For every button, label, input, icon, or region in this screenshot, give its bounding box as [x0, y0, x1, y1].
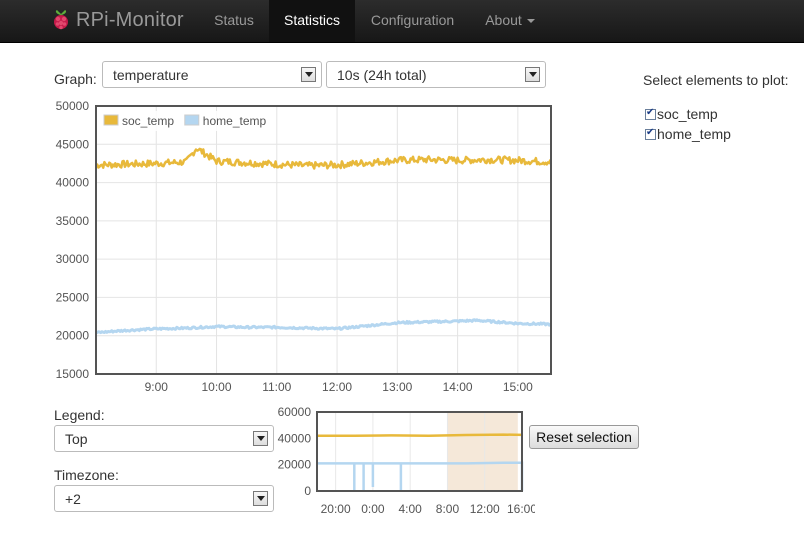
- overview-series-line-home-temp: [317, 461, 524, 491]
- overview-y-tick-label: 0: [304, 484, 311, 498]
- overview-x-tick-label: 16:00: [507, 502, 535, 516]
- nav-status-label: Status: [214, 12, 254, 28]
- nav-statistics[interactable]: Statistics: [269, 0, 355, 42]
- timezone-label: Timezone:: [54, 467, 119, 483]
- element-checkbox-row-home-temp[interactable]: home_temp: [645, 126, 731, 142]
- y-tick-label: 45000: [56, 137, 90, 151]
- y-tick-label: 35000: [56, 214, 90, 228]
- reset-selection-button[interactable]: Reset selection: [529, 425, 639, 449]
- overview-x-tick-label: 8:00: [436, 502, 460, 516]
- overview-x-tick-label: 12:00: [470, 502, 500, 516]
- x-tick-label: 15:00: [503, 380, 533, 394]
- legend-label: Legend:: [54, 407, 105, 423]
- plot-border: [95, 105, 552, 375]
- y-tick-label: 25000: [56, 290, 90, 304]
- plot-area: [96, 106, 551, 374]
- period-select-value: 10s (24h total): [337, 67, 427, 83]
- main-chart[interactable]: 15000 20000 25000 30000 35000 40000 45000 50000…: [0, 95, 570, 395]
- nav-about-label: About: [485, 12, 522, 28]
- period-select[interactable]: 10s (24h total): [326, 61, 546, 88]
- y-tick-label: 50000: [56, 99, 90, 113]
- overview-x-tick-label: 4:00: [399, 502, 423, 516]
- chevron-down-icon[interactable]: [301, 67, 316, 82]
- timezone-select[interactable]: +2: [54, 485, 274, 512]
- brand-name: RPi-Monitor: [76, 8, 184, 31]
- overview-y-tick-label: 60000: [278, 405, 312, 419]
- x-tick-label: 10:00: [202, 380, 232, 394]
- overview-y-tick-label: 20000: [278, 458, 312, 472]
- graph-label: Graph:: [54, 71, 97, 87]
- overview-x-tick-label: 20:00: [321, 502, 351, 516]
- legend-label-home-temp: home_temp: [203, 114, 267, 128]
- overview-y-tick-label: 40000: [278, 431, 312, 445]
- legend-select-value: Top: [65, 431, 88, 447]
- series-line-home-temp: [95, 318, 552, 335]
- y-tick-label: 15000: [56, 367, 90, 381]
- x-tick-label: 9:00: [145, 380, 169, 394]
- soc-temp-checkbox[interactable]: [645, 107, 656, 120]
- overview-chart[interactable]: 0 20000 40000 60000 20:00 0:00 4:00 8:00 12:00 16…: [260, 402, 535, 522]
- soc-temp-checkbox-label: soc_temp: [657, 106, 718, 122]
- overview-x-tick-label: 0:00: [361, 502, 385, 516]
- chevron-down-icon: [526, 19, 535, 24]
- x-tick-label: 14:00: [443, 380, 473, 394]
- home-temp-checkbox[interactable]: [645, 127, 656, 140]
- chevron-down-icon[interactable]: [253, 491, 268, 506]
- chevron-down-icon[interactable]: [253, 431, 268, 446]
- graph-select[interactable]: temperature: [102, 61, 322, 88]
- brand[interactable]: RPi-Monitor: [52, 8, 184, 32]
- x-tick-label: 12:00: [322, 380, 352, 394]
- elements-panel-title: Select elements to plot:: [643, 72, 789, 88]
- nav-configuration-label: Configuration: [370, 12, 455, 28]
- x-tick-label: 11:00: [262, 380, 291, 394]
- legend-label-soc-temp: soc_temp: [122, 114, 174, 128]
- legend-swatch-soc-temp: [103, 114, 119, 126]
- nav-statistics-label: Statistics: [283, 12, 340, 28]
- navbar: RPi-Monitor Status Statistics Configurat…: [0, 0, 804, 43]
- y-tick-label: 40000: [56, 176, 90, 190]
- graph-select-value: temperature: [113, 67, 189, 83]
- overview-selection: [447, 412, 518, 491]
- element-checkbox-row-soc-temp[interactable]: soc_temp: [645, 106, 718, 122]
- overview-plot-border: [316, 411, 523, 492]
- legend-swatch-home-temp: [184, 114, 200, 126]
- chevron-down-icon[interactable]: [525, 67, 540, 82]
- timezone-select-value: +2: [65, 491, 81, 507]
- x-tick-label: 13:00: [382, 380, 412, 394]
- legend-select[interactable]: Top: [54, 425, 274, 452]
- nav-about[interactable]: About: [470, 0, 550, 42]
- y-tick-label: 20000: [56, 329, 90, 343]
- nav-status[interactable]: Status: [200, 0, 268, 42]
- chart-legend: soc_temp home_temp: [100, 111, 270, 131]
- overview-series-line-soc-temp: [317, 433, 523, 437]
- y-tick-label: 30000: [56, 252, 90, 266]
- home-temp-checkbox-label: home_temp: [657, 126, 731, 142]
- raspberry-icon: [54, 10, 68, 30]
- series-line-soc-temp: [95, 147, 552, 170]
- nav-configuration[interactable]: Configuration: [356, 0, 469, 42]
